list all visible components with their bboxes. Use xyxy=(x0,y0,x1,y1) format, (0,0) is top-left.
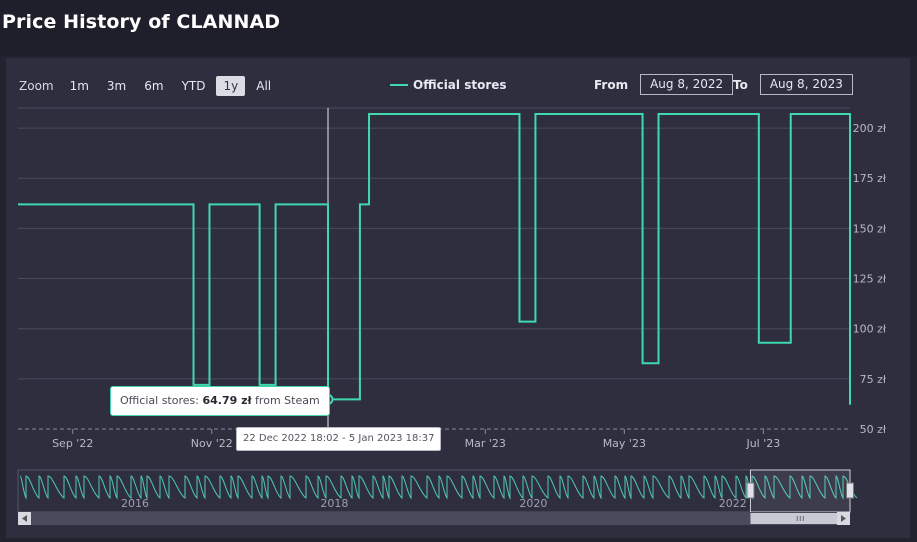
tooltip-price: 64.79 zł xyxy=(202,394,252,407)
y-axis-ticks: 50 zł 75 zł 100 zł 125 zł 150 zł 175 zł 200 zł xyxy=(853,122,887,436)
y-tick-label: 175 zł xyxy=(853,172,887,185)
to-date-input[interactable]: Aug 8, 2023 xyxy=(759,74,853,95)
navigator-year-label: 2016 xyxy=(121,497,149,510)
zoom-3m-button[interactable]: 3m xyxy=(106,79,127,93)
legend-label: Official stores xyxy=(413,78,507,92)
x-tick-label: May '23 xyxy=(603,437,646,450)
chart-panel: Zoom 1m 3m 6m YTD 1y All Official stores… xyxy=(6,58,910,538)
grid-lines xyxy=(18,107,850,430)
tooltip-suffix: from Steam xyxy=(251,394,320,407)
x-tick-label: Mar '23 xyxy=(465,437,506,450)
navigator-left-handle[interactable] xyxy=(746,482,755,499)
legend-line-icon xyxy=(390,84,408,86)
y-tick-label: 125 zł xyxy=(853,273,887,286)
zoom-1m-button[interactable]: 1m xyxy=(69,79,89,93)
page-header: Price History of CLANNAD xyxy=(0,0,917,56)
from-date-input[interactable]: Aug 8, 2022 xyxy=(640,74,734,95)
navigator-selection[interactable] xyxy=(749,469,851,513)
scroll-left-arrow-icon xyxy=(22,515,27,522)
chart-legend[interactable]: Official stores xyxy=(390,78,507,92)
y-tick-label: 150 zł xyxy=(853,222,887,235)
zoom-1y-button[interactable]: 1y xyxy=(216,76,246,96)
y-tick-label: 100 zł xyxy=(853,323,887,336)
x-tick-label: Jul '23 xyxy=(745,437,780,450)
zoom-6m-button[interactable]: 6m xyxy=(144,79,164,93)
price-chart[interactable]: 50 zł 75 zł 100 zł 125 zł 150 zł 175 zł 200 zł… xyxy=(6,58,910,538)
navigator-year-label: 2020 xyxy=(519,497,547,510)
tooltip-prefix: Official stores: xyxy=(120,394,203,407)
to-label: To xyxy=(733,77,748,92)
y-tick-label: 50 zł xyxy=(860,423,887,436)
navigator-year-label: 2022 xyxy=(719,497,747,510)
series-line-official-stores[interactable] xyxy=(18,113,851,405)
scrollbar-track[interactable] xyxy=(18,512,850,525)
navigator-scrollbar[interactable] xyxy=(18,512,850,525)
navigator-year-labels: 2016 2018 2020 2022 xyxy=(121,497,747,510)
x-tick-label: Nov '22 xyxy=(191,437,233,450)
range-from: From Aug 8, 2022 xyxy=(594,74,734,95)
scroll-right-arrow-icon xyxy=(841,515,846,522)
price-tooltip: Official stores: 64.79 zł from Steam xyxy=(110,386,330,416)
navigator-year-label: 2018 xyxy=(320,497,348,510)
scrollbar-grip-icon xyxy=(796,516,804,521)
x-tick-label: Sep '22 xyxy=(52,437,93,450)
navigator-right-handle[interactable] xyxy=(846,482,854,499)
from-label: From xyxy=(594,77,629,92)
navigator[interactable]: 2016 2018 2020 2022 xyxy=(17,469,858,513)
zoom-all-button[interactable]: All xyxy=(256,79,272,93)
zoom-bar: Zoom 1m 3m 6m YTD 1y All xyxy=(19,75,282,97)
crosshair-date-label: 22 Dec 2022 18:02 - 5 Jan 2023 18:37 xyxy=(236,427,442,451)
range-to: To Aug 8, 2023 xyxy=(733,74,853,95)
page-title: Price History of CLANNAD xyxy=(2,11,281,33)
y-tick-label: 75 zł xyxy=(860,373,887,386)
y-tick-label: 200 zł xyxy=(853,122,887,135)
navigator-series xyxy=(19,475,858,500)
zoom-label: Zoom xyxy=(19,79,54,93)
zoom-ytd-button[interactable]: YTD xyxy=(181,79,206,93)
